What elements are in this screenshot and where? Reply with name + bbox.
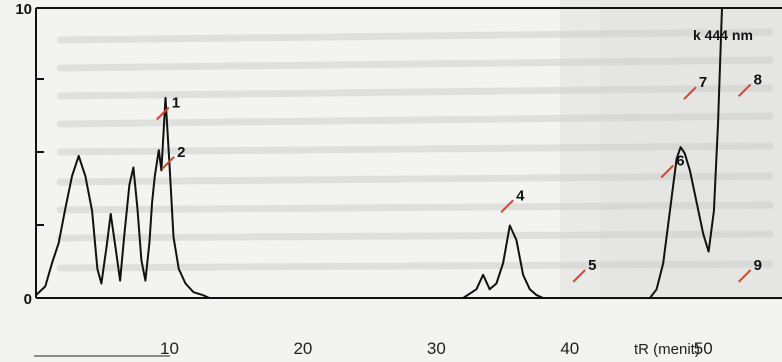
chart-title: k 444 nm: [693, 27, 753, 43]
peak-label: 1: [172, 95, 180, 112]
peak-label: 4: [516, 187, 525, 204]
minor-ticks: [36, 78, 44, 226]
peak-label: 2: [177, 144, 185, 161]
peak-label: 9: [754, 257, 762, 274]
axes: [35, 7, 782, 299]
peak-label: 8: [754, 71, 762, 88]
peak-leader: [660, 164, 674, 179]
series-line: [649, 7, 728, 299]
x-tick-label: 50: [694, 339, 713, 358]
series-line: [35, 96, 210, 299]
x-axis-label: tR (menit): [634, 341, 700, 358]
traces: [35, 7, 746, 299]
peak-leader: [500, 199, 514, 214]
y-tick-label: 10: [15, 1, 32, 18]
peak-leader: [572, 269, 586, 283]
series-line: [462, 224, 544, 299]
peak-leader: [737, 83, 752, 98]
x-tick-label: 40: [560, 339, 579, 358]
peak-label: 6: [676, 153, 684, 170]
peak-label: 7: [699, 74, 707, 91]
x-tick-label: 10: [160, 339, 179, 358]
x-tick-label: 30: [427, 339, 446, 358]
peak-leader: [737, 269, 752, 283]
peak-leader: [156, 106, 170, 121]
peak-label: 5: [588, 257, 596, 274]
peak-leader: [161, 156, 175, 170]
peak-labels: 1 2 4 5 6 7 8 9: [156, 71, 762, 283]
y-tick-label: 0: [24, 291, 32, 308]
x-tick-label: 20: [293, 339, 312, 358]
tick-labels: 10 20 30 40 50 10 0: [15, 1, 712, 358]
peak-leader: [683, 86, 697, 100]
